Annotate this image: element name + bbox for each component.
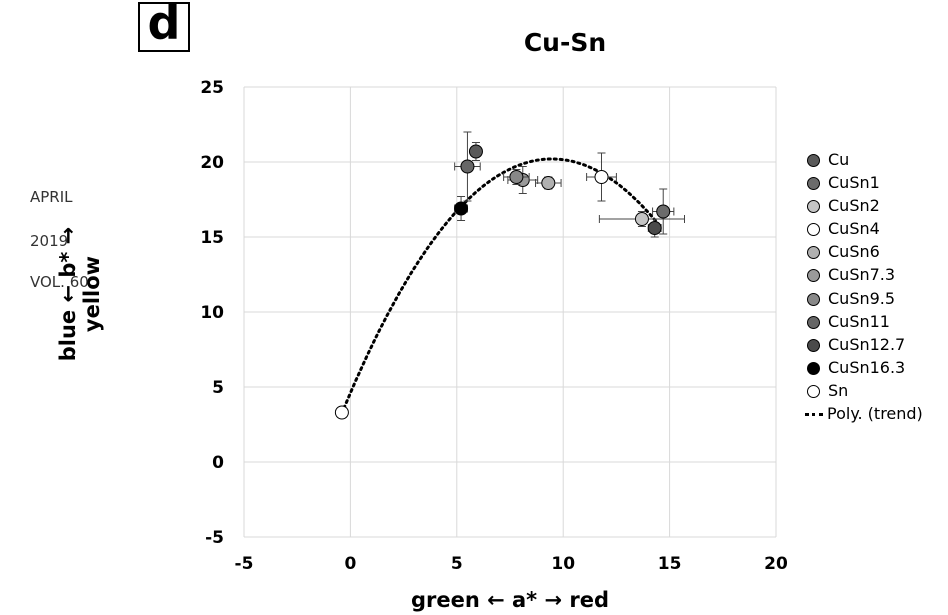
legend-label: CuSn7.3: [828, 265, 896, 285]
legend-marker: [807, 177, 820, 191]
legend-marker: [807, 223, 820, 237]
chart-legend: Cu CuSn1 CuSn2 CuSn4 CuSn6 CuSn7.3 CuSn9.5 CuSn…: [805, 148, 923, 425]
issue-month: APRIL: [30, 188, 73, 206]
legend-marker: [807, 292, 820, 306]
legend-item: Cu: [805, 148, 923, 171]
data-point-cu: [468, 144, 483, 159]
legend-item: CuSn2: [805, 194, 923, 217]
legend-marker: [807, 269, 820, 283]
legend-item: CuSn4: [805, 217, 923, 240]
legend-item: CuSn11: [805, 310, 923, 333]
legend-marker: [807, 200, 820, 214]
legend-label: Sn: [828, 380, 849, 400]
panel-label-box: [138, 2, 190, 52]
x-tick-label: 20: [764, 554, 788, 574]
legend-label: CuSn11: [828, 311, 890, 331]
legend-item: CuSn1: [805, 171, 923, 194]
chart-title: Cu-Sn: [523, 28, 607, 57]
legend-marker: [807, 315, 820, 329]
x-tick-label: 15: [658, 554, 682, 574]
data-point-cusn16-3: [454, 201, 469, 216]
legend-marker: [807, 246, 820, 260]
x-tick-label: 10: [551, 554, 575, 574]
x-tick-label: 5: [451, 554, 463, 574]
legend-label: CuSn4: [828, 219, 880, 239]
panel-label: d: [147, 0, 181, 50]
legend-item: CuSn6: [805, 240, 923, 263]
x-tick-label: -5: [235, 554, 254, 574]
legend-label: Poly. (trend): [827, 404, 923, 424]
legend-label: CuSn12.7: [828, 334, 906, 354]
legend-item: CuSn7.3: [805, 263, 923, 286]
y-tick-label: 0: [212, 453, 224, 473]
legend-marker: [807, 384, 820, 398]
data-point-cusn6: [541, 176, 556, 190]
data-point-sn: [334, 405, 349, 420]
legend-marker: [807, 338, 820, 352]
y-tick-label: -5: [205, 528, 224, 548]
legend-marker: [807, 361, 820, 375]
data-point-cusn1: [656, 204, 671, 219]
legend-item: CuSn9.5: [805, 287, 923, 310]
legend-label: CuSn9.5: [828, 288, 896, 308]
y-tick-label: 5: [212, 378, 224, 398]
legend-marker: [807, 154, 820, 167]
legend-label: CuSn6: [828, 242, 880, 262]
y-tick-label: 10: [200, 303, 224, 323]
y-tick-label: 25: [200, 78, 224, 98]
legend-item-trendline: Poly. (trend): [805, 402, 923, 425]
y-tick-label: 20: [200, 153, 224, 173]
legend-dotted-line: [805, 413, 823, 417]
legend-label: CuSn1: [828, 173, 880, 193]
y-tick-label: 15: [200, 228, 224, 248]
data-point-cusn4: [594, 170, 609, 184]
issue-volume: VOL. 60: [30, 273, 89, 291]
issue-year: 2019: [30, 232, 69, 250]
legend-label: CuSn2: [828, 196, 880, 216]
x-tick-label: 0: [344, 554, 356, 574]
data-point-cusn12-7: [647, 221, 662, 235]
data-point-cusn11: [460, 159, 475, 174]
data-point-cusn2: [634, 212, 649, 226]
legend-item: CuSn12.7: [805, 333, 923, 356]
legend-item: Sn: [805, 379, 923, 402]
data-point-cusn9-5: [509, 170, 524, 184]
legend-label: CuSn16.3: [828, 357, 906, 377]
x-axis-label: green ← a* → red: [410, 588, 610, 612]
trendline: [342, 157, 661, 410]
legend-item: CuSn16.3: [805, 356, 923, 379]
legend-label: Cu: [828, 150, 850, 169]
